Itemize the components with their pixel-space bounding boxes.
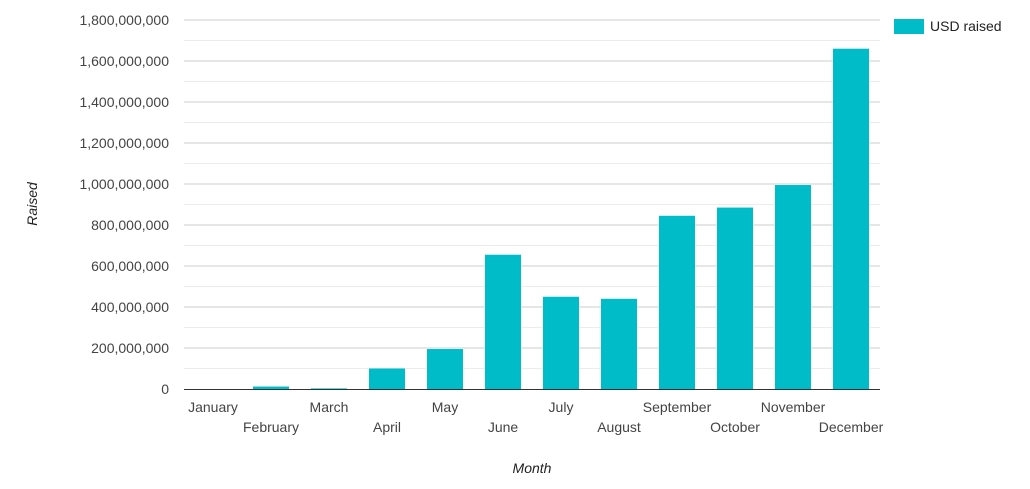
bar-november bbox=[775, 185, 811, 389]
x-tick-label-april: April bbox=[373, 419, 401, 435]
gridlines bbox=[184, 19, 880, 369]
y-tick-label: 1,600,000,000 bbox=[79, 53, 169, 69]
bar-december bbox=[833, 48, 869, 389]
x-axis-title: Month bbox=[513, 460, 552, 476]
y-tick-label: 400,000,000 bbox=[91, 299, 169, 315]
y-tick-label: 1,000,000,000 bbox=[79, 176, 169, 192]
bar-october bbox=[717, 207, 753, 389]
x-tick-label-june: June bbox=[488, 419, 519, 435]
bar-july bbox=[543, 296, 579, 389]
x-tick-label-september: September bbox=[643, 399, 712, 415]
y-tick-label: 0 bbox=[161, 381, 169, 397]
y-axis-ticks: 0 200,000,000 400,000,000 600,000,000 800,00… bbox=[79, 12, 169, 397]
x-tick-label-november: November bbox=[761, 399, 826, 415]
x-tick-label-february: February bbox=[243, 419, 299, 435]
bar-february bbox=[253, 386, 289, 389]
bar-august bbox=[601, 298, 637, 389]
bar-may bbox=[427, 349, 463, 389]
x-tick-label-december: December bbox=[819, 419, 884, 435]
x-tick-label-august: August bbox=[597, 419, 641, 435]
legend-label-usd-raised: USD raised bbox=[930, 18, 1002, 34]
y-tick-label: 1,200,000,000 bbox=[79, 135, 169, 151]
x-tick-label-march: March bbox=[310, 399, 349, 415]
bars bbox=[253, 48, 869, 389]
legend: USD raised bbox=[894, 18, 1002, 34]
y-tick-label: 200,000,000 bbox=[91, 340, 169, 356]
bar-september bbox=[659, 215, 695, 389]
bar-april bbox=[369, 368, 405, 389]
y-tick-label: 600,000,000 bbox=[91, 258, 169, 274]
x-tick-label-october: October bbox=[710, 419, 760, 435]
y-tick-label: 800,000,000 bbox=[91, 217, 169, 233]
x-tick-label-may: May bbox=[432, 399, 458, 415]
legend-swatch bbox=[894, 19, 924, 34]
y-tick-label: 1,400,000,000 bbox=[79, 94, 169, 110]
bar-june bbox=[485, 254, 521, 389]
y-tick-label: 1,800,000,000 bbox=[79, 12, 169, 28]
x-axis-ticks: January February March April May June July Augu… bbox=[188, 399, 884, 435]
x-tick-label-january: January bbox=[188, 399, 238, 415]
x-tick-label-july: July bbox=[549, 399, 574, 415]
bar-march bbox=[311, 388, 347, 389]
y-axis-title: Raised bbox=[24, 181, 40, 226]
